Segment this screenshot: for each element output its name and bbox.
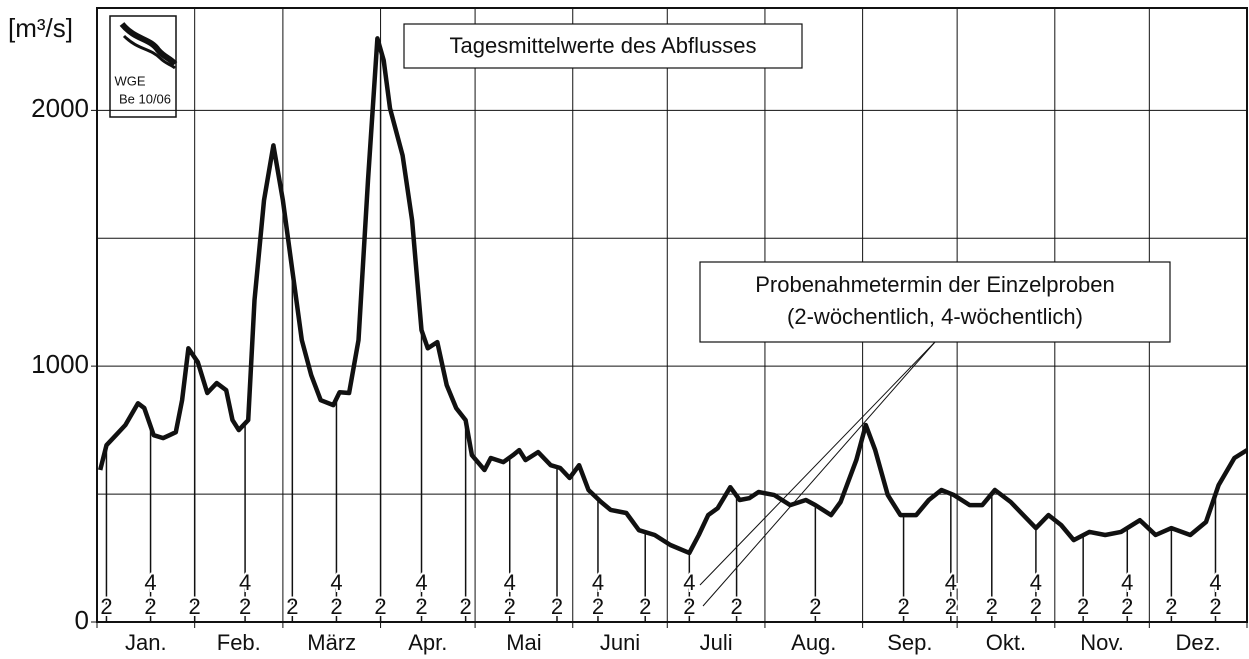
annotation-text: (2-wöchentlich, 4-wöchentlich) — [787, 304, 1083, 329]
x-tick-label: Nov. — [1080, 630, 1124, 655]
sample-label: 2 — [504, 594, 516, 619]
x-tick-label: Juni — [600, 630, 640, 655]
sample-label: 2 — [1121, 594, 1133, 619]
data-line — [98, 36, 1249, 556]
y-tick-label: 1000 — [31, 349, 89, 379]
logo-wave — [119, 21, 178, 67]
y-tick-label: 0 — [75, 605, 89, 635]
sample-label: 4 — [683, 570, 695, 595]
sample-label: 2 — [144, 594, 156, 619]
plot-frame — [96, 7, 1248, 623]
y-axis-label: [m³/s] — [8, 13, 73, 43]
annotation-box — [699, 261, 1171, 343]
y-tick-label: 2000 — [31, 93, 89, 123]
logo-text: Be 10/06 — [119, 91, 171, 106]
sample-label: 4 — [330, 570, 342, 595]
sample-label: 2 — [330, 594, 342, 619]
sample-label: 2 — [239, 594, 251, 619]
sample-label: 2 — [189, 594, 201, 619]
sample-label: 2 — [683, 594, 695, 619]
chart-title: Tagesmittelwerte des Abflusses — [450, 33, 757, 58]
sample-label: 2 — [551, 594, 563, 619]
sample-label: 2 — [730, 594, 742, 619]
annotation-text: Probenahmetermin der Einzelproben — [755, 272, 1115, 297]
sample-label: 4 — [945, 570, 957, 595]
sample-label: 2 — [374, 594, 386, 619]
pointer-line — [702, 341, 936, 607]
x-tick-label: Feb. — [217, 630, 261, 655]
logo-box — [109, 15, 177, 118]
sample-label: 2 — [897, 594, 909, 619]
logo-text: WGE — [114, 73, 145, 88]
logo-wave — [122, 34, 176, 70]
x-tick-label: März — [307, 630, 356, 655]
sample-label: 2 — [592, 594, 604, 619]
sample-label: 4 — [239, 570, 251, 595]
sample-label: 4 — [144, 570, 156, 595]
sample-label: 2 — [1030, 594, 1042, 619]
sample-label: 4 — [504, 570, 516, 595]
sample-label: 2 — [639, 594, 651, 619]
logo: WGE Be 10/06 — [109, 15, 178, 118]
sample-label: 2 — [1165, 594, 1177, 619]
x-tick-label: Aug. — [791, 630, 836, 655]
sample-label: 4 — [1121, 570, 1133, 595]
x-tick-label: Apr. — [408, 630, 447, 655]
sample-label: 2 — [415, 594, 427, 619]
sample-label: 2 — [1209, 594, 1221, 619]
pointer-line — [699, 341, 936, 586]
sample-label: 2 — [286, 594, 298, 619]
title-box — [403, 23, 803, 69]
sample-label: 2 — [986, 594, 998, 619]
sample-label: 2 — [1077, 594, 1089, 619]
sample-label: 2 — [100, 594, 112, 619]
x-tick-label: Okt. — [986, 630, 1026, 655]
sample-label: 4 — [415, 570, 427, 595]
sample-label: 2 — [460, 594, 472, 619]
x-tick-label: Juli — [700, 630, 733, 655]
x-tick-label: Jan. — [125, 630, 167, 655]
sample-label: 4 — [592, 570, 604, 595]
sample-label: 2 — [945, 594, 957, 619]
x-tick-label: Mai — [506, 630, 541, 655]
x-tick-label: Sep. — [887, 630, 932, 655]
x-tick-label: Dez. — [1176, 630, 1221, 655]
sample-label: 2 — [809, 594, 821, 619]
sample-label: 4 — [1209, 570, 1221, 595]
sample-label: 4 — [1030, 570, 1042, 595]
